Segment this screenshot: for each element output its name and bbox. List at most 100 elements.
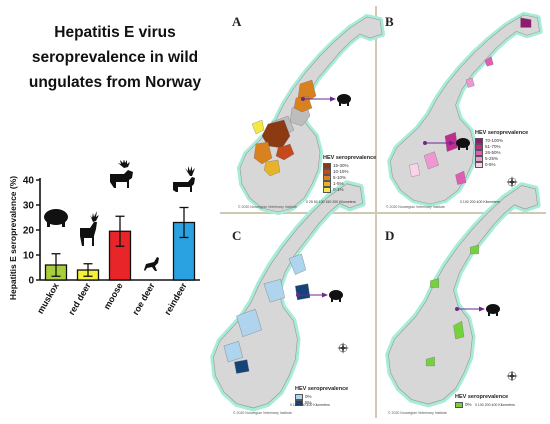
y-axis-label: Hepatitis E seroprevalence (%) (8, 176, 18, 300)
compass-needle (506, 370, 518, 382)
region-b-26-50 (484, 56, 494, 67)
legend-title: HEV seroprevalence (455, 394, 509, 400)
legend-label: 10-15% (333, 169, 349, 174)
legend-label: 5% (305, 400, 312, 405)
muskox-location-marker (296, 293, 300, 297)
norway-landmass (213, 183, 363, 409)
legend-label: 70-100% (485, 138, 504, 143)
muskox-leg (331, 298, 333, 302)
map-credit: © 2020 Norwegian Veterinary Institute (233, 411, 293, 415)
scale-bar: 0 100 200 400 Kilometers (290, 403, 330, 407)
norway-landmass (390, 14, 540, 205)
region-b-70-100 (520, 17, 532, 28)
region-c-0 (236, 308, 262, 337)
legend-label: 5-25% (485, 156, 499, 161)
compass-needle (506, 176, 518, 188)
arrow-head (479, 306, 485, 312)
legend-item: 70-100% (475, 138, 503, 144)
x-tick-label: red deer (66, 281, 93, 317)
figure-title: Hepatitis E virus seroprevalence in wild… (0, 20, 230, 95)
coastal-halo (387, 11, 543, 207)
title-line-1: Hepatitis E virus (54, 24, 176, 41)
compass-rose-icon (338, 343, 348, 353)
muskox-leg (488, 312, 490, 316)
legend-item: 5-10% (323, 175, 346, 181)
muskox-leg (62, 221, 65, 227)
region-a-0-1 (251, 119, 265, 135)
legend-label: 5-10% (333, 175, 347, 180)
title-line-3: ungulates from Norway (28, 74, 202, 91)
red-deer-antler (90, 211, 99, 222)
panel-a-map (237, 14, 385, 215)
legend-label: 1-5% (333, 181, 344, 186)
region-a-15-30 (261, 119, 291, 149)
coastal-halo (210, 180, 366, 412)
muskox-icon (329, 290, 343, 300)
region-b-5-25 (465, 77, 475, 88)
region-a-5-10 (253, 141, 273, 165)
muskox-location-marker (301, 97, 305, 101)
region-a-5-10 (293, 95, 313, 113)
panel-c-map (210, 180, 366, 412)
panel-letter-c: C (232, 228, 242, 243)
y-tick-label: 30 (23, 201, 35, 212)
compass-rose-icon (507, 371, 517, 381)
red-deer-icon (80, 222, 97, 246)
legend-swatch (323, 169, 331, 175)
legend-label: 15-30% (333, 163, 349, 168)
legend-item: 0-1% (323, 187, 344, 193)
region-c-0 (223, 341, 243, 363)
y-tick-label: 40 (23, 176, 35, 187)
muskox-leg (339, 298, 341, 302)
legend-swatch (323, 187, 331, 193)
legend-swatch (323, 163, 331, 169)
legend-swatch (295, 400, 303, 406)
legend-label: 0% (305, 394, 312, 399)
region-a-10-15 (275, 143, 295, 161)
legend-item: 0-5% (475, 162, 496, 168)
x-tick-label: roe deer (130, 281, 157, 317)
region-b-5-25 (423, 151, 439, 170)
panel-d-map (385, 182, 541, 408)
region-c-0 (263, 278, 285, 303)
panel-letter-b: B (385, 14, 394, 29)
region-grey (289, 101, 311, 127)
region-d-0 (426, 356, 435, 367)
coastal-halo (237, 14, 385, 215)
legend-swatch (475, 150, 483, 156)
legend-swatch (455, 402, 463, 408)
legend-item: 0% (295, 394, 312, 400)
map-credit: © 2020 Norwegian Veterinary Institute (388, 411, 448, 415)
map-credit: © 2020 Norwegian Veterinary Institute (386, 205, 446, 209)
compass-needle (337, 342, 349, 354)
moose-antler (118, 160, 130, 168)
region-a-5-10 (297, 79, 317, 103)
region-b-51-70 (444, 132, 458, 152)
region-d-0 (430, 278, 439, 288)
muskox-icon (486, 304, 500, 314)
legend-swatch (475, 162, 483, 168)
norway-landmass (239, 16, 383, 213)
region-b-0-5 (409, 163, 420, 178)
legend-item: 26-50% (475, 150, 501, 156)
muskox-location-marker (455, 307, 459, 311)
legend-swatch (475, 144, 483, 150)
panel-divider-horizontal (220, 212, 546, 214)
legend-item: 51-70% (475, 144, 501, 150)
region-b-26-50 (455, 170, 467, 185)
legend-title: HEV seroprevalence (475, 130, 529, 136)
scale-bar: 0 100 200 400 Kilometers (475, 403, 515, 407)
roe-deer-icon (144, 257, 159, 271)
map-credit: © 2020 Norwegian Veterinary Institute (238, 205, 298, 209)
region-c-0 (288, 253, 306, 275)
coastal-halo (385, 182, 541, 408)
y-tick-label: 10 (23, 251, 35, 262)
muskox-leg (347, 102, 349, 106)
region-d-0 (453, 320, 465, 340)
norway-landmass (388, 185, 538, 405)
y-tick-label: 20 (23, 226, 35, 237)
compass-rose-icon (507, 177, 517, 187)
legend-swatch (475, 156, 483, 162)
x-tick-label: moose (102, 281, 125, 311)
legend-label: 26-50% (485, 150, 501, 155)
